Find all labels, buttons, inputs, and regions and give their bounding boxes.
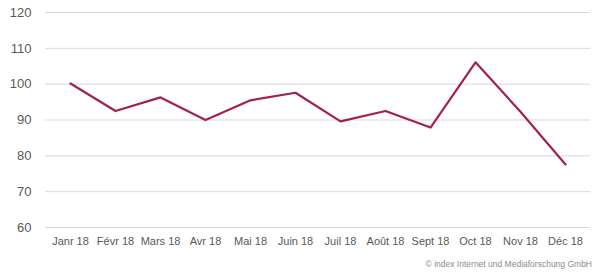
svg-text:100: 100 [10, 76, 32, 91]
svg-text:Déc 18: Déc 18 [548, 235, 583, 247]
svg-text:Nov 18: Nov 18 [503, 235, 538, 247]
svg-text:Oct 18: Oct 18 [459, 235, 491, 247]
svg-text:80: 80 [17, 148, 31, 163]
svg-text:Août 18: Août 18 [367, 235, 405, 247]
svg-text:Mai 18: Mai 18 [234, 235, 267, 247]
svg-text:Juil 18: Juil 18 [325, 235, 357, 247]
svg-text:60: 60 [17, 220, 31, 235]
html-text:© index Internet und Mediafors: © index Internet und Mediaforschung GmbH [425, 259, 592, 269]
svg-text:70: 70 [17, 184, 31, 199]
svg-text:Sept 18: Sept 18 [412, 235, 450, 247]
svg-text:110: 110 [11, 40, 32, 55]
svg-text:90: 90 [17, 112, 31, 127]
svg-text:120: 120 [10, 5, 32, 20]
svg-text:Févr 18: Févr 18 [97, 235, 134, 247]
svg-text:Avr 18: Avr 18 [190, 235, 222, 247]
svg-text:Janr 18: Janr 18 [52, 235, 89, 247]
svg-text:Mars 18: Mars 18 [141, 235, 181, 247]
svg-text:Juin 18: Juin 18 [278, 235, 313, 247]
